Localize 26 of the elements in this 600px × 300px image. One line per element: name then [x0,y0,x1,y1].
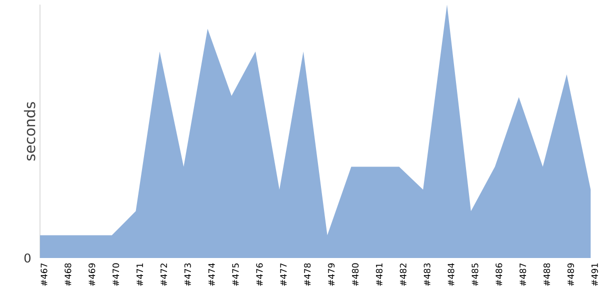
x-tick-label: #485 [472,263,478,286]
x-tick-label: #470 [112,263,120,286]
x-tick-label: #473 [184,263,191,286]
x-tick-label: #491 [591,264,598,286]
text: 0 [24,253,30,263]
x-tick-label: #481 [376,264,382,286]
x-tick-label: #488 [544,263,550,286]
x-tick-label: #471 [136,264,143,286]
x-tick-label: #483 [424,263,430,286]
x-tick-label: #476 [256,263,263,286]
x-tick-label: #472 [160,264,167,286]
x-tick-label: #487 [520,263,526,286]
x-tick-label: #474 [208,263,215,286]
x-tick-label: #477 [280,263,287,286]
x-tick-label: #478 [304,263,311,286]
x-tick-label: #479 [328,263,335,286]
x-tick-label: #468 [64,263,72,286]
x-tick-label: #475 [232,263,239,286]
x-tick-label: #484 [448,263,454,286]
y-axis-title: seconds [24,102,36,161]
x-tick-label: #489 [567,263,574,286]
x-tick-label: #469 [88,263,96,286]
x-tick-label: #480 [352,263,359,286]
x-tick-label: #467 [40,263,48,286]
x-tick-label: #482 [400,264,406,286]
x-tick-label: #486 [496,263,502,286]
